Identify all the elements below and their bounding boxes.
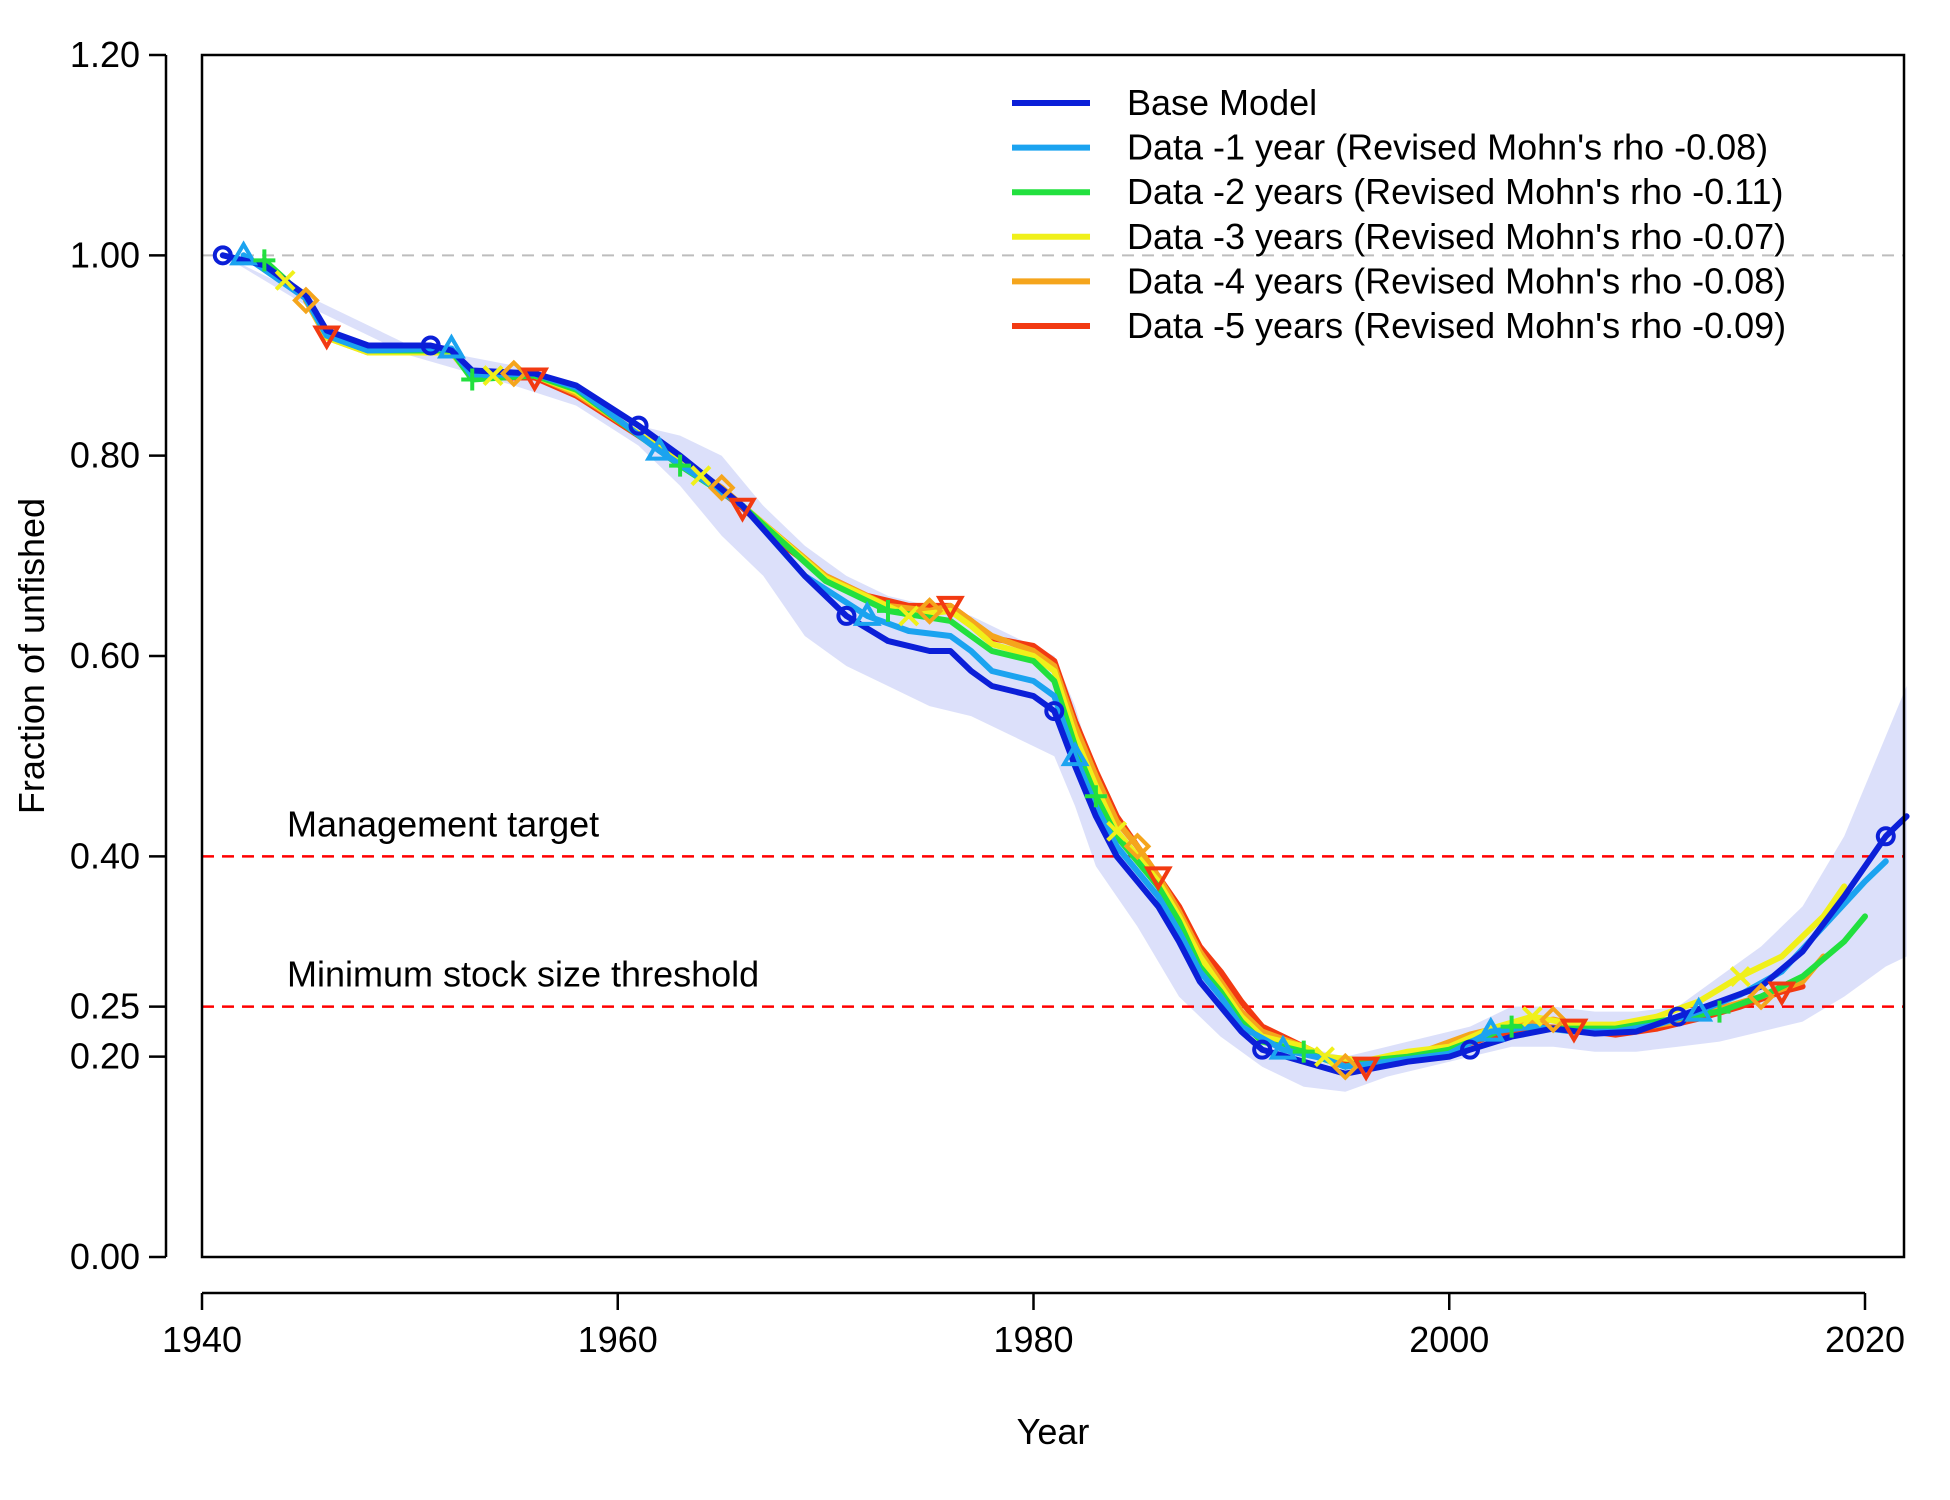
series-marker xyxy=(876,599,899,622)
reference-line-layer: Management target Minimum stock size thre… xyxy=(202,254,1904,1008)
y-tick-label: 1.00 xyxy=(70,234,140,275)
x-tick-label: 2000 xyxy=(1409,1319,1489,1360)
series-marker xyxy=(628,415,649,436)
reference-line-label: Minimum stock size threshold xyxy=(287,954,759,995)
series-marker xyxy=(520,367,550,393)
series-line xyxy=(219,252,1910,1077)
series-marker xyxy=(461,368,484,391)
series-marker xyxy=(935,595,965,621)
series-marker xyxy=(1060,741,1090,767)
series-marker xyxy=(1476,1016,1506,1042)
series-marker xyxy=(1539,1005,1568,1034)
series-marker xyxy=(1460,1039,1481,1060)
series-marker xyxy=(1875,826,1896,847)
y-tick-label: 0.25 xyxy=(70,986,140,1027)
x-tick-label: 1960 xyxy=(578,1319,658,1360)
series-marker xyxy=(482,365,504,386)
y-tick-label: 0.60 xyxy=(70,635,140,676)
series-marker xyxy=(707,473,736,502)
series-marker xyxy=(1268,1034,1298,1060)
series-marker xyxy=(253,249,276,272)
series-marker xyxy=(690,465,712,487)
axis-layer: 1940 1960 1980 2000 2020 0.00 0.20 0.25 0.40 0.60… xyxy=(70,34,1905,1360)
series-marker xyxy=(1351,1056,1381,1082)
y-axis-title: Fraction of unfished xyxy=(11,498,52,814)
legend-entry: Data -1 year (Revised Mohn's rho -0.08) xyxy=(1127,127,1768,168)
series-marker xyxy=(1500,1015,1523,1038)
series-marker xyxy=(1559,1018,1589,1044)
series-marker xyxy=(1767,981,1797,1007)
series-marker xyxy=(1708,1000,1731,1023)
plot-frame xyxy=(200,53,1906,1259)
series-marker xyxy=(1684,996,1714,1022)
series-marker xyxy=(836,605,857,626)
series-marker xyxy=(1314,1046,1335,1068)
y-tick-label: 0.40 xyxy=(70,835,140,876)
series-marker xyxy=(1331,1052,1360,1081)
series-marker xyxy=(436,333,466,359)
series-marker xyxy=(499,359,528,388)
series-marker xyxy=(1729,966,1751,987)
reference-line-label: Management target xyxy=(287,803,599,844)
series-marker xyxy=(1521,1006,1543,1028)
series-marker xyxy=(1667,1006,1688,1027)
series-marker xyxy=(212,245,233,266)
legend-entry: Data -4 years (Revised Mohn's rho -0.08) xyxy=(1127,260,1786,301)
y-tick-label: 0.00 xyxy=(70,1236,140,1277)
series-marker xyxy=(1123,832,1152,861)
series-marker xyxy=(669,454,692,477)
x-axis-title: Year xyxy=(1017,1411,1090,1452)
marker-layer xyxy=(212,240,1896,1082)
series-marker xyxy=(420,335,441,356)
series-marker xyxy=(1106,820,1128,842)
y-tick-label: 1.20 xyxy=(70,34,140,75)
series-marker xyxy=(644,435,674,461)
series-marker xyxy=(274,269,296,291)
legend-entry: Data -5 years (Revised Mohn's rho -0.09) xyxy=(1127,305,1786,346)
series-marker xyxy=(1747,982,1775,1011)
series-marker xyxy=(292,286,320,315)
x-tick-label: 1940 xyxy=(162,1319,242,1360)
x-tick-label: 1980 xyxy=(993,1319,1073,1360)
series-marker xyxy=(229,240,259,266)
legend-entry: Base Model xyxy=(1127,82,1317,123)
series-marker xyxy=(312,325,342,351)
y-tick-label: 0.80 xyxy=(70,435,140,476)
series-marker xyxy=(1084,785,1107,808)
series-marker xyxy=(728,497,757,523)
series-marker xyxy=(1044,701,1065,722)
series-marker xyxy=(1292,1040,1315,1063)
series-marker xyxy=(1252,1039,1273,1060)
legend-entry: Data -2 years (Revised Mohn's rho -0.11) xyxy=(1127,171,1783,212)
y-tick-label: 0.20 xyxy=(70,1036,140,1077)
series-marker xyxy=(1143,866,1173,892)
legend-entry: Data -3 years (Revised Mohn's rho -0.07) xyxy=(1127,216,1786,257)
series-marker xyxy=(852,600,882,626)
series-marker xyxy=(915,597,944,625)
x-tick-label: 2020 xyxy=(1825,1319,1905,1360)
series-marker xyxy=(898,605,920,627)
